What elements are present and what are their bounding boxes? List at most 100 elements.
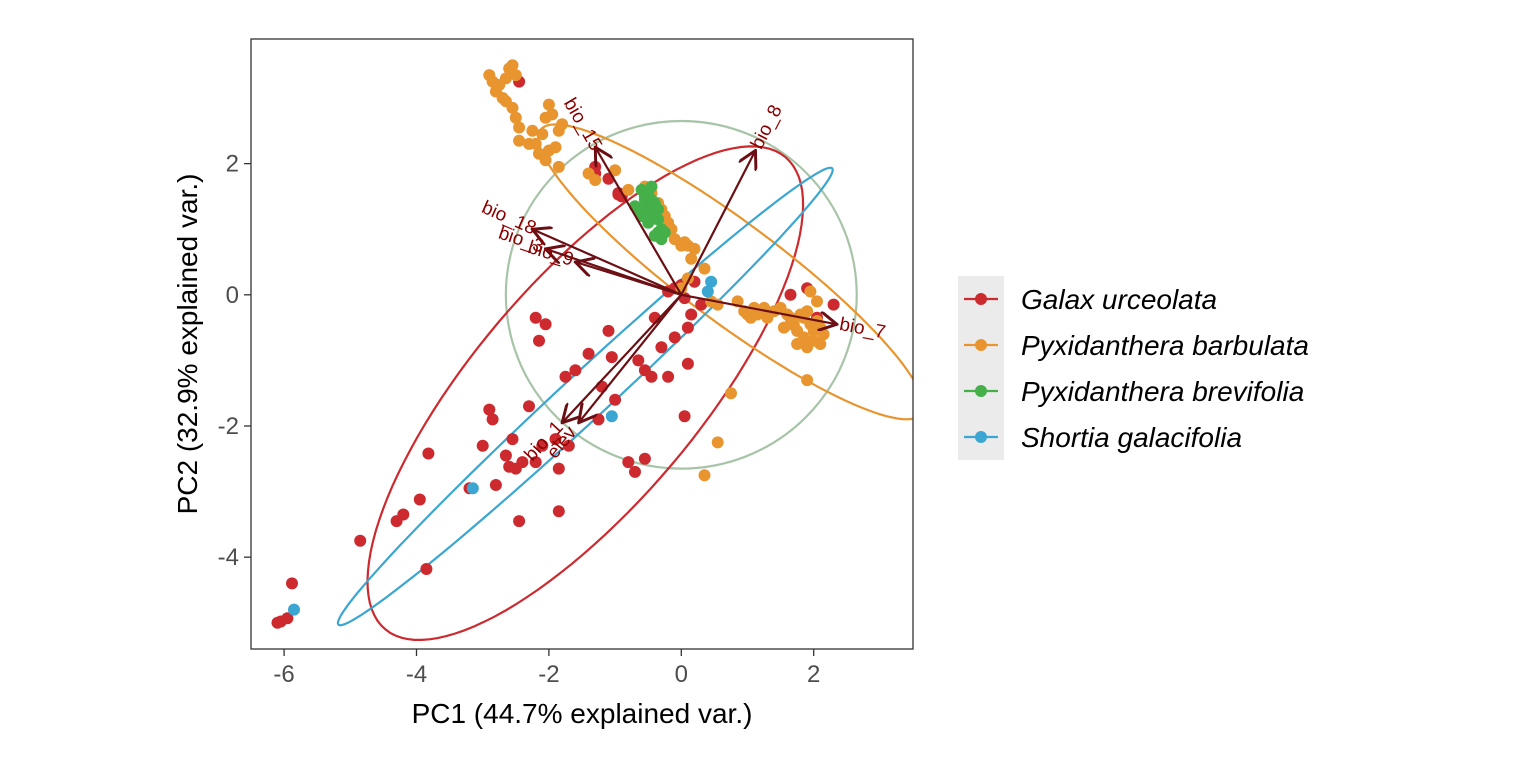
point-galax-urceolata — [695, 298, 708, 311]
legend-label: Pyxidanthera brevifolia — [1021, 376, 1304, 407]
legend-item-shortia-galacifolia: Shortia galacifolia — [964, 422, 1242, 453]
point-pyxidanthera-barbulata — [678, 236, 691, 249]
series-shortia-galacifolia — [288, 275, 718, 616]
x-tick-label: 2 — [807, 661, 820, 688]
point-galax-urceolata — [397, 508, 410, 521]
point-pyxidanthera-barbulata — [801, 374, 814, 387]
point-pyxidanthera-brevifolia — [638, 193, 651, 206]
point-pyxidanthera-barbulata — [688, 242, 701, 255]
point-pyxidanthera-barbulata — [698, 262, 711, 275]
loading-arrow-bio-15 — [595, 147, 683, 296]
point-pyxidanthera-barbulata — [552, 160, 565, 173]
point-galax-urceolata — [562, 439, 575, 452]
point-galax-urceolata — [529, 311, 542, 324]
point-pyxidanthera-barbulata — [536, 128, 549, 141]
loading-arrow-bio-18 — [532, 229, 682, 296]
point-galax-urceolata — [489, 479, 502, 491]
point-pyxidanthera-brevifolia — [655, 233, 668, 246]
point-galax-urceolata — [681, 321, 694, 334]
point-galax-urceolata — [678, 410, 691, 423]
legend-key-point — [975, 293, 987, 305]
point-galax-urceolata — [582, 347, 595, 360]
point-shortia-galacifolia — [288, 603, 300, 616]
point-galax-urceolata — [668, 331, 681, 344]
point-pyxidanthera-barbulata — [549, 141, 562, 154]
point-pyxidanthera-barbulata — [513, 134, 526, 147]
point-galax-urceolata — [602, 324, 615, 337]
point-pyxidanthera-brevifolia — [645, 180, 658, 193]
point-galax-urceolata — [536, 439, 549, 452]
point-galax-urceolata — [645, 370, 658, 383]
point-pyxidanthera-barbulata — [506, 59, 519, 72]
loading-arrow-elev — [579, 294, 683, 423]
x-tick-label: -4 — [406, 661, 427, 688]
point-galax-urceolata — [499, 449, 512, 462]
point-galax-urceolata — [549, 433, 562, 446]
point-shortia-galacifolia — [705, 275, 718, 288]
point-galax-urceolata — [605, 351, 618, 364]
point-pyxidanthera-barbulata — [526, 124, 539, 137]
point-pyxidanthera-barbulata — [725, 387, 737, 400]
point-galax-urceolata — [569, 364, 582, 377]
point-galax-urceolata — [413, 493, 426, 506]
point-pyxidanthera-barbulata — [509, 69, 522, 82]
point-galax-urceolata — [655, 341, 668, 354]
x-tick-label: -6 — [273, 661, 294, 688]
y-tick-label: 2 — [226, 151, 239, 178]
point-galax-urceolata — [529, 456, 542, 469]
point-shortia-galacifolia — [605, 410, 618, 423]
point-shortia-galacifolia — [466, 482, 479, 495]
point-galax-urceolata — [784, 288, 797, 301]
point-pyxidanthera-barbulata — [509, 111, 522, 124]
point-pyxidanthera-barbulata — [589, 174, 602, 186]
point-galax-urceolata — [486, 413, 499, 426]
point-galax-urceolata — [662, 370, 675, 383]
point-pyxidanthera-barbulata — [811, 295, 823, 308]
point-pyxidanthera-barbulata — [804, 285, 817, 298]
point-galax-urceolata — [523, 400, 535, 413]
correlation-circle — [504, 119, 858, 470]
point-galax-urceolata — [552, 505, 565, 518]
point-pyxidanthera-barbulata — [529, 137, 542, 150]
point-galax-urceolata — [354, 534, 367, 547]
legend-key-background — [958, 276, 1004, 460]
point-pyxidanthera-barbulata — [506, 101, 519, 114]
point-galax-urceolata — [513, 515, 526, 528]
legend-key-point — [975, 385, 987, 397]
y-axis-title: PC2 (32.9% explained var.) — [172, 174, 203, 515]
axis-layer: -6 -4 -2 0 2 -4 -2 0 2 — [218, 151, 821, 688]
point-galax-urceolata — [420, 563, 433, 575]
point-galax-urceolata — [632, 354, 645, 367]
legend: Galax urceolata Pyxidanthera barbulata Pyx… — [958, 276, 1309, 460]
point-pyxidanthera-barbulata — [698, 469, 711, 482]
series-pyxidanthera-brevifolia — [629, 180, 671, 246]
legend-key-point — [975, 431, 987, 443]
point-pyxidanthera-barbulata — [513, 121, 526, 134]
point-galax-urceolata — [533, 334, 545, 347]
point-galax-urceolata — [609, 393, 622, 406]
point-galax-urceolata — [559, 370, 572, 383]
x-axis-title: PC1 (44.7% explained var.) — [412, 698, 753, 729]
legend-label: Shortia galacifolia — [1021, 422, 1242, 453]
legend-label: Galax urceolata — [1021, 284, 1217, 315]
point-galax-urceolata — [595, 380, 608, 393]
loading-arrow-bio-1 — [562, 294, 683, 423]
point-pyxidanthera-barbulata — [801, 305, 814, 318]
point-pyxidanthera-barbulata — [539, 154, 552, 167]
point-pyxidanthera-barbulata — [814, 338, 827, 350]
legend-item-pyxidanthera-brevifolia: Pyxidanthera brevifolia — [964, 376, 1304, 407]
point-shortia-galacifolia — [701, 285, 714, 298]
point-pyxidanthera-barbulata — [542, 98, 555, 111]
point-galax-urceolata — [827, 298, 840, 311]
x-tick-label: -2 — [538, 661, 559, 688]
point-layer — [271, 59, 840, 629]
x-tick-label: 0 — [675, 661, 688, 688]
point-galax-urceolata — [286, 577, 298, 590]
plot-panel-border — [250, 38, 914, 650]
legend-item-pyxidanthera-barbulata: Pyxidanthera barbulata — [964, 330, 1309, 361]
point-galax-urceolata — [638, 452, 651, 465]
point-pyxidanthera-barbulata — [622, 183, 635, 196]
point-galax-urceolata — [685, 308, 698, 321]
point-pyxidanthera-barbulata — [711, 436, 724, 449]
point-galax-urceolata — [681, 357, 694, 370]
